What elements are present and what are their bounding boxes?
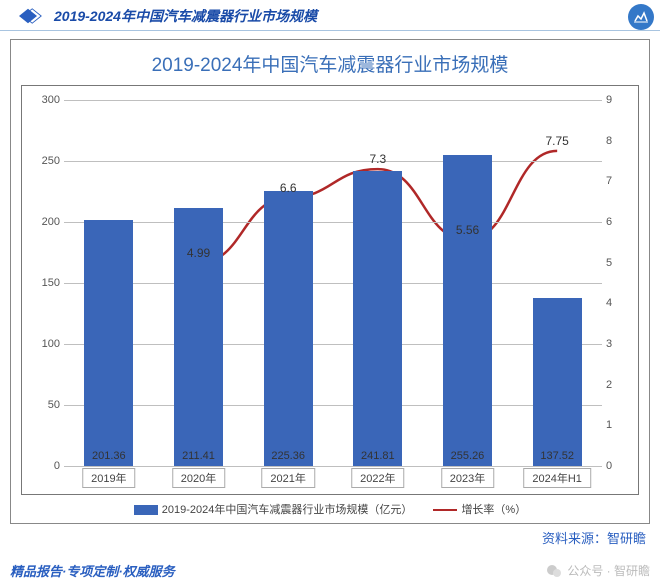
line-value-label: 4.99 [187, 246, 210, 260]
footer-right-text: 公众号 · 智研瞻 [567, 562, 650, 579]
y-left-tick: 150 [30, 277, 60, 289]
header-title: 2019-2024年中国汽车减震器行业市场规模 [54, 6, 317, 26]
plot-box: 2019年2020年2021年2022年2023年2024年H1 0501001… [21, 85, 639, 495]
x-tick-label: 2020年 [172, 468, 225, 488]
bar: 225.36 [264, 191, 313, 466]
legend-line-label: 增长率（%） [461, 504, 526, 516]
x-tick-label: 2022年 [351, 468, 404, 488]
bar-value-label: 255.26 [443, 450, 492, 462]
line-value-label: 6.6 [280, 181, 297, 195]
y-right-tick: 8 [606, 135, 632, 147]
bar-value-label: 241.81 [353, 450, 402, 462]
chart-frame: 2019-2024年中国汽车减震器行业市场规模 2019年2020年2021年2… [10, 39, 650, 524]
bar-value-label: 225.36 [264, 450, 313, 462]
y-right-tick: 5 [606, 257, 632, 269]
wechat-icon [545, 562, 563, 580]
line-value-label: 7.75 [545, 134, 568, 148]
y-right-tick: 6 [606, 216, 632, 228]
bar-value-label: 211.41 [174, 450, 223, 462]
y-left-tick: 0 [30, 460, 60, 472]
y-left-tick: 100 [30, 338, 60, 350]
chart-title: 2019-2024年中国汽车减震器行业市场规模 [17, 44, 643, 85]
page-header: 2019-2024年中国汽车减震器行业市场规模 [0, 0, 660, 31]
y-right-tick: 4 [606, 297, 632, 309]
y-right-tick: 9 [606, 94, 632, 106]
footer-right: 公众号 · 智研瞻 [545, 562, 650, 580]
legend-line-swatch [433, 509, 457, 511]
diamond-icon [10, 7, 46, 25]
legend-bar-label: 2019-2024年中国汽车减震器行业市场规模（亿元） [162, 504, 413, 516]
y-right-tick: 1 [606, 419, 632, 431]
bar: 241.81 [353, 171, 402, 466]
y-right-tick: 2 [606, 379, 632, 391]
source-line: 资料来源：智研瞻 [0, 524, 660, 547]
y-right-tick: 0 [606, 460, 632, 472]
x-tick-label: 2023年 [441, 468, 494, 488]
y-left-tick: 50 [30, 399, 60, 411]
line-value-label: 7.3 [369, 152, 386, 166]
plot-area: 2019年2020年2021年2022年2023年2024年H1 0501001… [64, 100, 602, 466]
y-left-tick: 250 [30, 155, 60, 167]
legend: 2019-2024年中国汽车减震器行业市场规模（亿元） 增长率（%） [17, 495, 643, 521]
page-footer: 精品报告·专项定制·权威服务 公众号 · 智研瞻 [0, 561, 660, 580]
y-right-tick: 7 [606, 175, 632, 187]
bar-value-label: 137.52 [533, 450, 582, 462]
x-tick-label: 2019年 [82, 468, 135, 488]
x-tick-label: 2024年H1 [523, 468, 591, 488]
x-axis-labels: 2019年 2020年 2021年 2022年 2023年 2024年H1 [64, 468, 602, 488]
y-right-tick: 3 [606, 338, 632, 350]
brand-badge-icon [628, 4, 654, 30]
y-left-tick: 300 [30, 94, 60, 106]
line-value-label: 5.56 [456, 223, 479, 237]
footer-left: 精品报告·专项定制·权威服务 [10, 561, 175, 580]
bar: 201.36 [84, 220, 133, 466]
legend-bar-swatch [134, 505, 158, 515]
x-tick-label: 2021年 [261, 468, 314, 488]
bar: 137.52 [533, 298, 582, 466]
bar-value-label: 201.36 [84, 450, 133, 462]
bar: 255.26 [443, 155, 492, 466]
y-left-tick: 200 [30, 216, 60, 228]
